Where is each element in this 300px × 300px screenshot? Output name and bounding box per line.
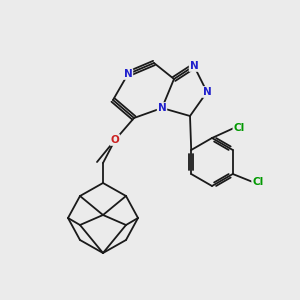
Text: N: N (190, 61, 198, 71)
Text: N: N (202, 87, 211, 97)
Text: N: N (158, 103, 166, 113)
Text: O: O (111, 135, 119, 145)
Text: N: N (124, 69, 132, 79)
Text: Cl: Cl (233, 123, 244, 133)
Text: Cl: Cl (252, 177, 263, 187)
